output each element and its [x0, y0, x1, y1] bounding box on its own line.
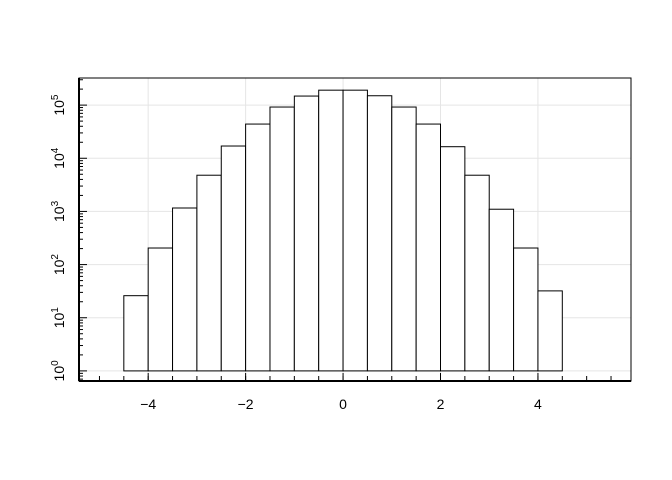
- histogram-bar: [391, 106, 417, 372]
- x-tick-label: −4: [140, 396, 156, 412]
- y-tick-base: 10: [51, 100, 67, 116]
- histogram-bar: [245, 123, 271, 372]
- histogram-bar: [172, 207, 198, 372]
- y-tick-exponent: 5: [50, 94, 61, 100]
- y-tick-label: 104: [50, 147, 67, 169]
- y-tick-label: 101: [50, 307, 67, 329]
- histogram-bar: [220, 145, 247, 372]
- histogram-bar: [342, 89, 368, 372]
- y-tick-exponent: 1: [50, 307, 61, 313]
- y-tick-exponent: 4: [50, 147, 61, 153]
- y-tick-base: 10: [51, 259, 67, 275]
- histogram-bar: [440, 146, 466, 372]
- x-tick-label: −2: [238, 396, 254, 412]
- histogram-bar: [196, 174, 222, 372]
- y-tick-label: 102: [50, 254, 67, 276]
- histogram-bar: [269, 106, 295, 372]
- y-tick-base: 10: [51, 313, 67, 329]
- y-tick-exponent: 2: [50, 254, 61, 260]
- y-tick-label: 103: [50, 200, 67, 222]
- y-tick-label: 100: [50, 360, 67, 382]
- y-tick-base: 10: [51, 366, 67, 382]
- x-tick-label: 0: [339, 396, 347, 412]
- histogram-bar: [366, 95, 393, 372]
- x-tick-label: 2: [437, 396, 445, 412]
- histogram-bar: [537, 290, 563, 372]
- y-tick-exponent: 3: [50, 200, 61, 206]
- y-tick-label: 105: [50, 94, 67, 116]
- y-tick-exponent: 0: [50, 360, 61, 366]
- histogram-bar: [415, 123, 442, 372]
- histogram-bar: [123, 295, 149, 372]
- bars: [123, 89, 563, 372]
- histogram-bar: [513, 247, 539, 372]
- axes: [78, 78, 631, 382]
- histogram-bar: [464, 174, 490, 372]
- x-tick-labels: −4 −2 0 2 4: [140, 396, 542, 412]
- histogram-bar: [488, 208, 515, 372]
- y-tick-base: 10: [51, 153, 67, 169]
- histogram-bar: [293, 95, 320, 372]
- y-tick-base: 10: [51, 206, 67, 222]
- histogram-bar: [147, 247, 174, 372]
- histogram-bar: [318, 89, 344, 372]
- x-tick-label: 4: [534, 396, 542, 412]
